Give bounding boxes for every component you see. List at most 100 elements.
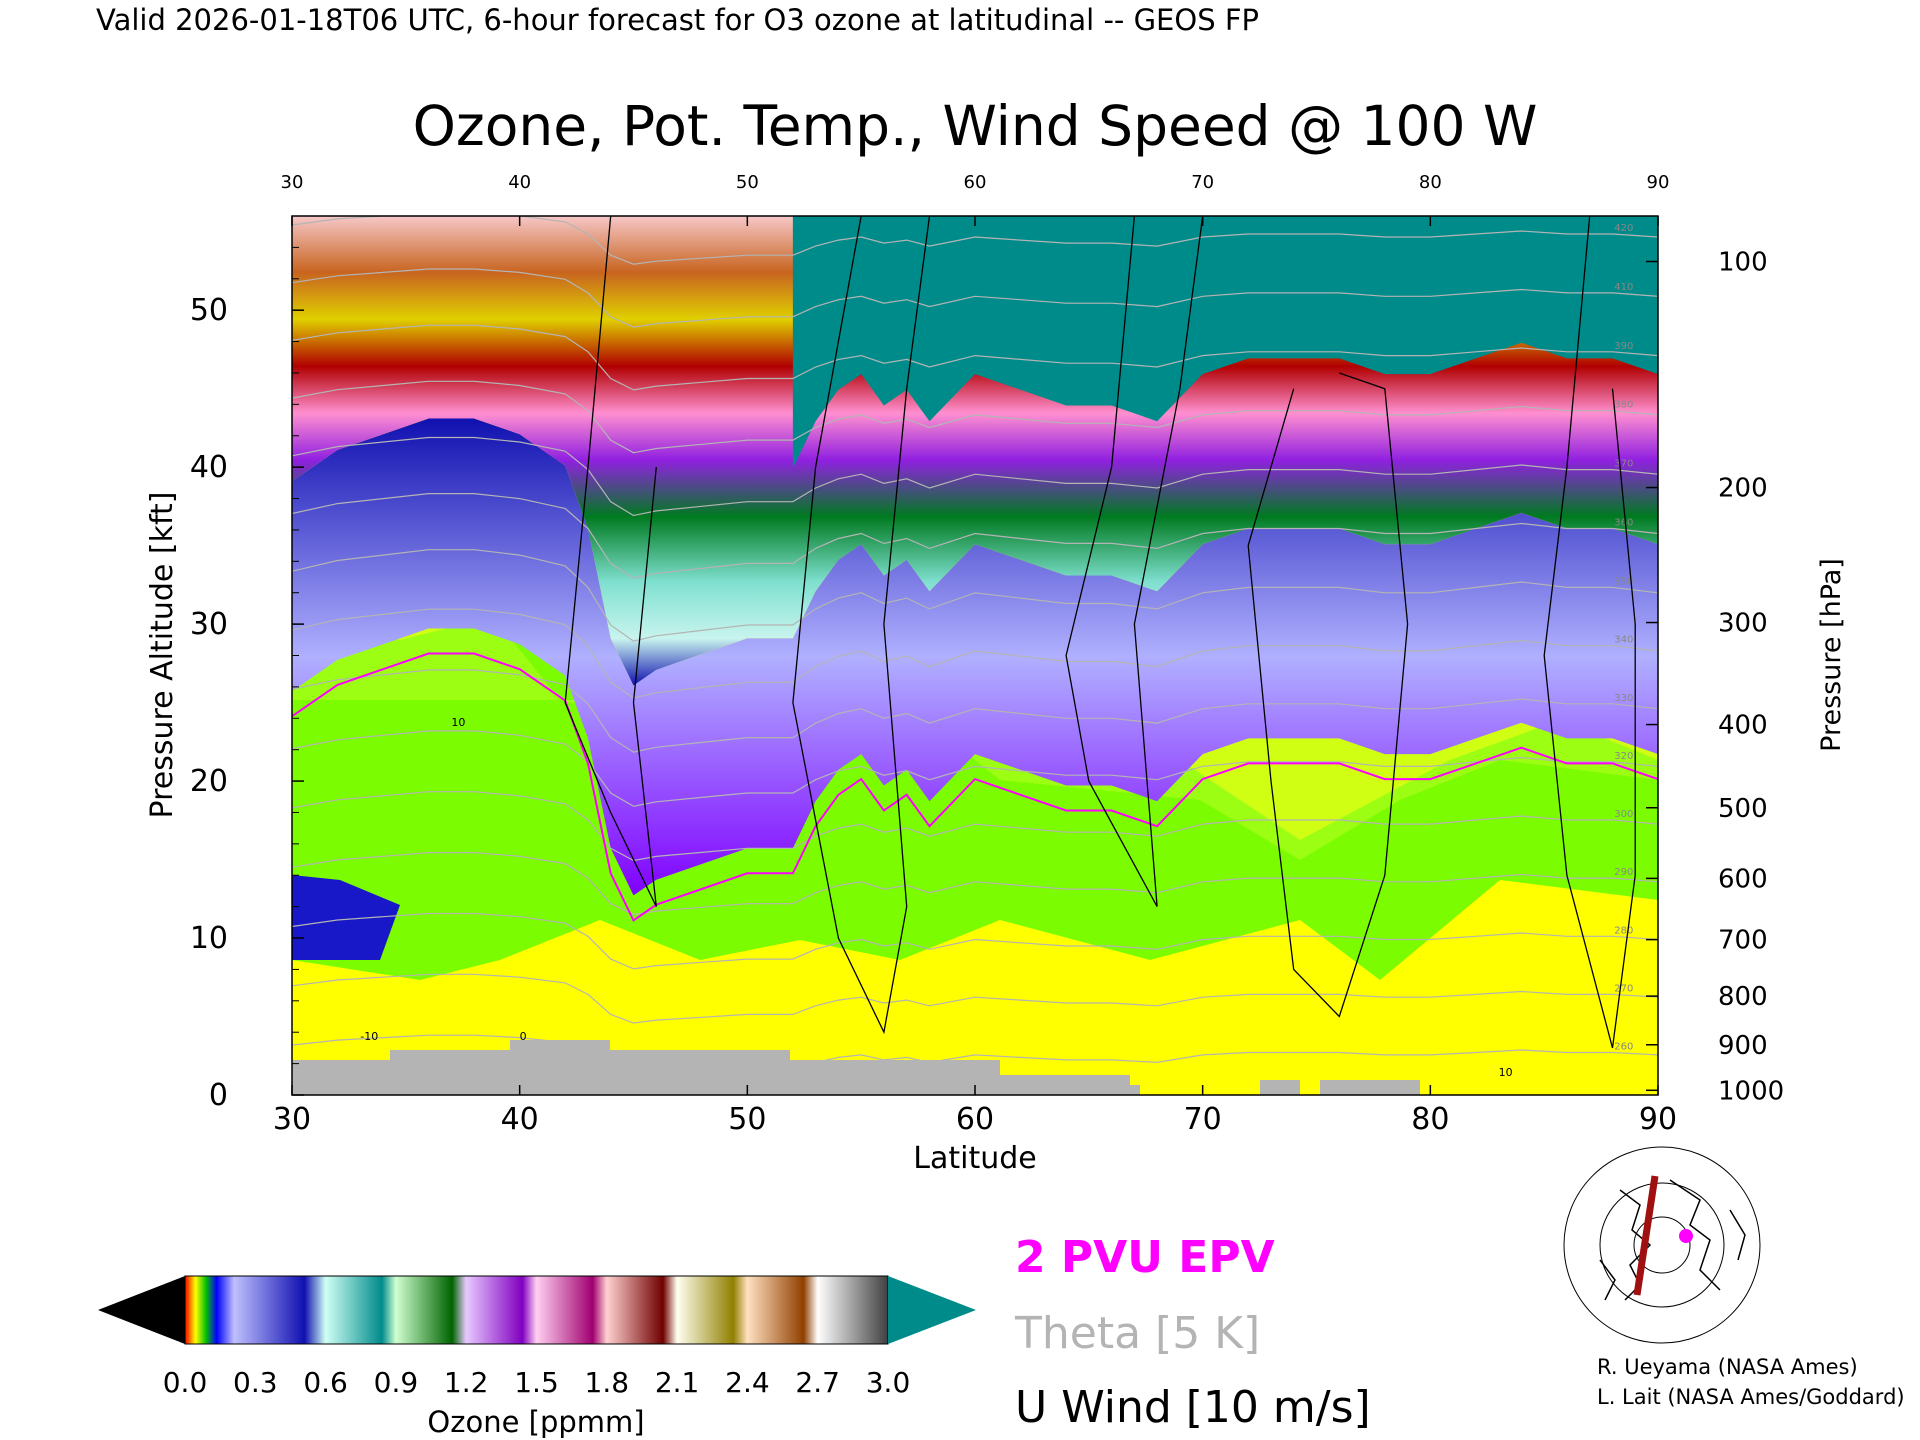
y-tick-label: 40 xyxy=(190,450,228,485)
colorbar-low-arrow xyxy=(98,1276,185,1344)
y-tick-label: 10 xyxy=(190,921,228,956)
theta-label: 350 xyxy=(1614,576,1633,587)
theta-label: 360 xyxy=(1614,517,1633,528)
uwind-isoline xyxy=(1065,216,1204,907)
colorbar-tick-label: 0.3 xyxy=(233,1366,278,1399)
pressure-tick-label: 500 xyxy=(1718,794,1768,824)
pressure-tick-label: 400 xyxy=(1718,711,1768,741)
y-axis-label: Pressure Altitude [kft] xyxy=(145,492,180,819)
theta-label: 290 xyxy=(1614,867,1633,878)
uwind-label: -10 xyxy=(360,1030,378,1043)
colorbar-tick-label: 0.9 xyxy=(374,1366,419,1399)
map-graticule-outer xyxy=(1563,1146,1761,1344)
theta-label: 320 xyxy=(1614,751,1633,762)
y-tick-label: 0 xyxy=(209,1078,228,1113)
uwind-label: 10 xyxy=(1499,1066,1513,1079)
plot-area: 420 410 390 380 370 360 350 340 330 320 300 290 280 2… xyxy=(292,216,1658,1095)
theta-isoline xyxy=(292,268,1658,328)
colorbar-tick-label: 1.2 xyxy=(444,1366,489,1399)
x-axis-label: Latitude xyxy=(913,1141,1036,1176)
theta-label: 340 xyxy=(1614,635,1633,646)
colorbar-tick-label: 0.0 xyxy=(163,1366,208,1399)
legend-epv: 2 PVU EPV xyxy=(1015,1232,1275,1283)
map-graticule-inner xyxy=(1599,1182,1725,1308)
map-epv-marker xyxy=(1679,1229,1693,1243)
theta-isoline xyxy=(292,912,1658,970)
x-tick-label: 50 xyxy=(728,1102,766,1137)
pressure-tick-label: 600 xyxy=(1718,864,1768,894)
uwind-isoline xyxy=(1543,216,1636,1049)
theta-isoline xyxy=(292,324,1658,391)
locator-map xyxy=(1560,1146,1761,1344)
y-tick-label: 20 xyxy=(190,764,228,799)
colorbar-gradient xyxy=(184,1275,889,1345)
theta-isoline xyxy=(292,608,1658,699)
terrain-mask xyxy=(292,1040,1420,1095)
colorbar-tick-label: 0.6 xyxy=(303,1366,348,1399)
x-top-tick-label: 60 xyxy=(964,172,987,193)
theta-isoline xyxy=(292,669,1658,753)
colorbar-tick-label: 1.8 xyxy=(585,1366,630,1399)
map-coastlines xyxy=(1599,1179,1746,1301)
uwind-label: 10 xyxy=(451,716,465,729)
theta-label: 260 xyxy=(1614,1041,1633,1052)
y-tick-label: 30 xyxy=(190,607,228,642)
theta-isoline xyxy=(292,436,1658,517)
chart-title: Ozone, Pot. Temp., Wind Speed @ 100 W xyxy=(413,94,1538,158)
colorbar-tick-label: 2.7 xyxy=(795,1366,840,1399)
x-top-tick-label: 80 xyxy=(1419,172,1442,193)
theta-label: 380 xyxy=(1614,400,1633,411)
theta-label: 270 xyxy=(1614,983,1633,994)
pressure-tick-label: 900 xyxy=(1718,1031,1768,1061)
map-graticule-mid xyxy=(1633,1216,1691,1274)
x-tick-label: 60 xyxy=(956,1102,994,1137)
pressure-tick-label: 300 xyxy=(1718,609,1768,639)
pressure-tick-label: 1000 xyxy=(1718,1076,1784,1106)
colorbar-tick-label: 1.5 xyxy=(514,1366,559,1399)
pressure-tick-label: 700 xyxy=(1718,926,1768,956)
theta-label: 420 xyxy=(1614,223,1633,234)
colorbar-tick-label: 2.1 xyxy=(655,1366,700,1399)
uwind-isoline xyxy=(792,216,931,1035)
epv-2pvu-contour xyxy=(292,652,1658,922)
map-section-line xyxy=(1633,1175,1659,1296)
colorbar-high-arrow xyxy=(888,1276,976,1344)
colorbar-tick-label: 2.4 xyxy=(725,1366,770,1399)
theta-isoline xyxy=(292,216,1658,265)
legend-uwind: U Wind [10 m/s] xyxy=(1015,1382,1371,1433)
x-tick-label: 90 xyxy=(1639,1102,1677,1137)
colorbar: 0.0 0.3 0.6 0.9 1.2 1.5 1.8 2.1 2.4 2.7 3.0 Ozone … xyxy=(98,1275,976,1439)
credit-line-1: R. Ueyama (NASA Ames) xyxy=(1597,1355,1858,1379)
theta-isoline xyxy=(292,973,1658,1024)
legend: 2 PVU EPV Theta [5 K] U Wind [10 m/s] xyxy=(1014,1232,1371,1433)
theta-isoline xyxy=(292,380,1658,454)
validity-line: Valid 2026-01-18T06 UTC, 6-hour forecast… xyxy=(96,3,1259,37)
uwind-label: 0 xyxy=(520,1030,527,1043)
theta-label: 370 xyxy=(1614,459,1633,470)
theta-isoline xyxy=(292,852,1658,916)
pressure-tick-label: 200 xyxy=(1718,474,1768,504)
pressure-tick-label: 100 xyxy=(1718,248,1768,278)
x-tick-label: 70 xyxy=(1184,1102,1222,1137)
y-tick-label: 50 xyxy=(190,293,228,328)
legend-theta: Theta [5 K] xyxy=(1014,1308,1260,1359)
theta-label: 300 xyxy=(1614,809,1633,820)
x-tick-label: 30 xyxy=(273,1102,311,1137)
uwind-isoline xyxy=(564,216,657,907)
upper-tropo-blue-band xyxy=(292,418,1658,896)
colorbar-tick-label: 3.0 xyxy=(866,1366,911,1399)
stratosphere-top-teal xyxy=(792,216,1658,469)
theta-label: 280 xyxy=(1614,925,1633,936)
x-top-tick-label: 30 xyxy=(281,172,304,193)
credit-line-2: L. Lait (NASA Ames/Goddard) xyxy=(1597,1385,1905,1409)
theta-isoline xyxy=(292,791,1658,862)
y2-axis-label: Pressure [hPa] xyxy=(1816,558,1847,752)
x-tick-label: 40 xyxy=(501,1102,539,1137)
colorbar-label: Ozone [ppmm] xyxy=(427,1405,644,1439)
uwind-isoline xyxy=(1247,372,1409,1018)
theta-label: 410 xyxy=(1614,282,1633,293)
theta-isoline xyxy=(292,549,1658,642)
x-top-tick-label: 90 xyxy=(1647,172,1670,193)
